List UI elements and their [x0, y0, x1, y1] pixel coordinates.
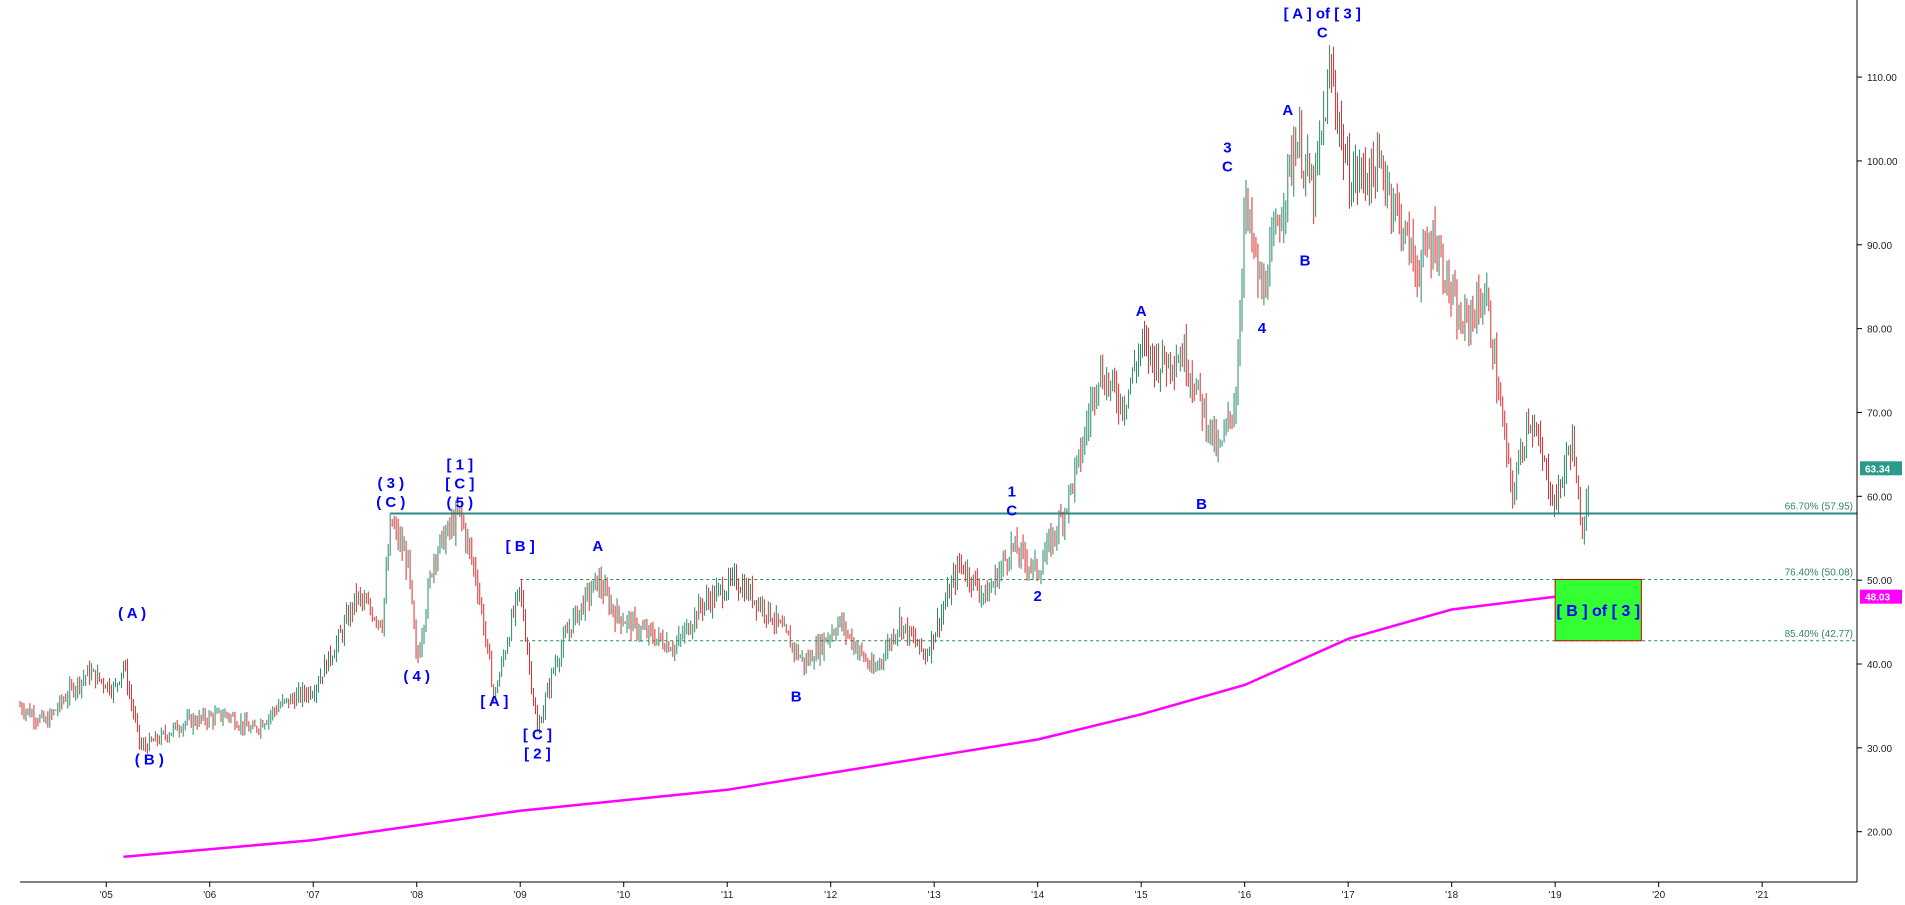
wave-label: ( A ): [118, 605, 146, 622]
wave-label: 1: [1008, 483, 1016, 500]
wave-label: A: [1136, 303, 1147, 320]
wave-label: [ C ]: [523, 726, 552, 743]
price-badge-text-0: 63.34: [1865, 464, 1890, 475]
y-tick-label: 80.00: [1867, 325, 1892, 336]
wave-label: ( B ): [135, 752, 164, 769]
wave-label: [ C ]: [445, 475, 474, 492]
fib-lines: 66.70% (57.95) 76.40% (50.08) 85.40% (42.7…: [390, 501, 1857, 642]
x-tick-label: '18: [1445, 890, 1458, 901]
wave-label: ( 5 ): [447, 494, 474, 511]
x-tick-label: '10: [617, 890, 630, 901]
x-tick-label: '08: [410, 890, 423, 901]
wave-label: ( 4 ): [403, 668, 430, 685]
wave-label: B: [1300, 253, 1311, 270]
fib-label-1: 76.40% (50.08): [1785, 567, 1853, 578]
target-box-label: [ B ] of [ 3 ]: [1556, 603, 1640, 620]
x-tick-label: '07: [307, 890, 320, 901]
x-tick-label: '12: [824, 890, 837, 901]
wave-label: [ 1 ]: [447, 456, 474, 473]
y-tick-label: 110.00: [1867, 73, 1897, 84]
y-tick-label: 20.00: [1867, 828, 1892, 839]
wave-label: 2: [1034, 588, 1042, 605]
wave-label: [ 2 ]: [524, 745, 551, 762]
x-tick-label: '05: [100, 890, 113, 901]
target-box-group: [ B ] of [ 3 ]: [1554, 578, 1642, 642]
x-tick-label: '19: [1549, 890, 1562, 901]
wave-label: 4: [1258, 320, 1267, 337]
x-tick-label: '14: [1031, 890, 1044, 901]
wave-label: C: [1006, 502, 1017, 519]
fib-label-2: 85.40% (42.77): [1785, 629, 1853, 640]
wave-label: 3: [1223, 140, 1231, 157]
x-tick-label: '20: [1652, 890, 1665, 901]
wave-label: ( C ): [376, 494, 405, 511]
wave-label: C: [1222, 159, 1233, 176]
x-tick-label: '13: [928, 890, 941, 901]
wave-label: [ A ] of [ 3 ]: [1284, 5, 1361, 22]
x-tick-label: '17: [1342, 890, 1355, 901]
wave-label: [ B ]: [506, 538, 535, 555]
y-tick-label: 50.00: [1867, 576, 1892, 587]
y-tick-label: 70.00: [1867, 408, 1892, 419]
wave-labels-group: ( A ) ( B ) ( 3 ) ( C ) ( 4 ) [ 1 ] [ C ] ( 5 )…: [118, 5, 1361, 768]
price-badge-0: [1860, 461, 1902, 476]
x-tick-label: '15: [1135, 890, 1148, 901]
wave-label: [ A ]: [480, 693, 508, 710]
y-tick-label: 60.00: [1867, 492, 1892, 503]
moving-average-line: [123, 595, 1556, 859]
wave-label: C: [1317, 24, 1328, 41]
x-tick-label: '09: [514, 890, 527, 901]
price-badge-1: [1860, 589, 1902, 604]
price-bars-group: [19, 45, 1589, 754]
y-tick-label: 40.00: [1867, 660, 1892, 671]
x-tick-label: '16: [1238, 890, 1251, 901]
wave-label: B: [1196, 496, 1207, 513]
x-tick-label: '11: [721, 890, 734, 901]
target-box: [1554, 578, 1642, 642]
price-badge-text-1: 48.03: [1865, 593, 1890, 604]
y-tick-label: 90.00: [1867, 241, 1892, 252]
x-tick-label: '21: [1756, 890, 1769, 901]
wave-label: B: [791, 689, 802, 706]
y-tick-label: 30.00: [1867, 744, 1892, 755]
wave-label: A: [592, 538, 603, 555]
x-tick-label: '06: [203, 890, 216, 901]
fib-label-0: 66.70% (57.95): [1785, 501, 1853, 512]
wave-label: ( 3 ): [378, 475, 405, 492]
moving-average-group: [123, 595, 1556, 859]
axes-group: 20.00 30.00 40.00 50.00 60.00 70.00 80.00 90.00…: [20, 0, 1902, 901]
wave-label: A: [1282, 102, 1293, 119]
y-tick-label: 100.00: [1867, 157, 1898, 168]
